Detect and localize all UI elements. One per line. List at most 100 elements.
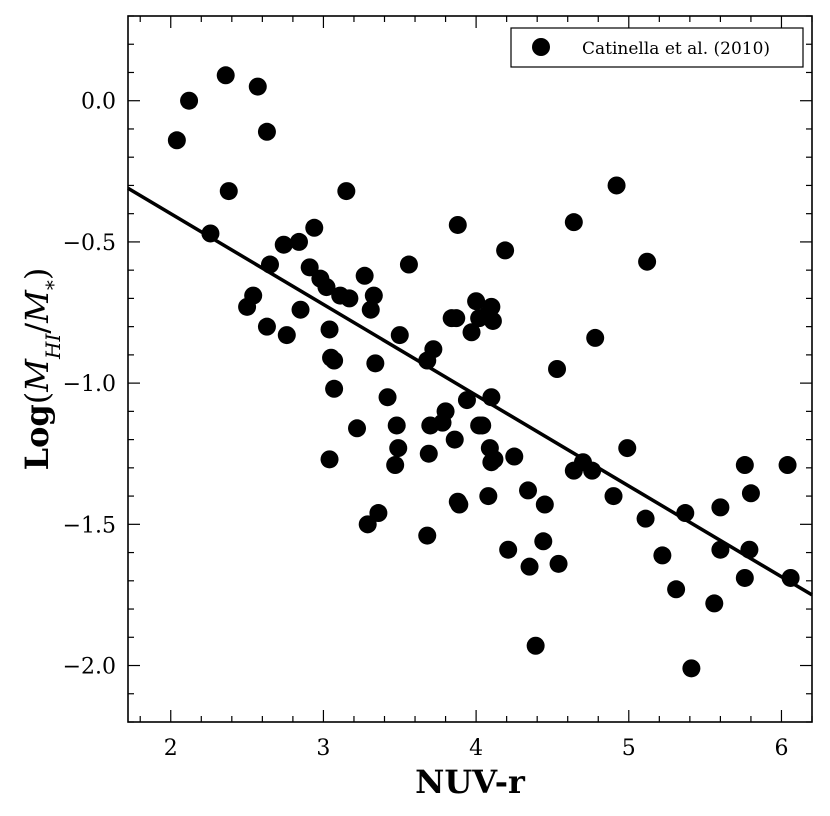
- y-tick-label: −1.5: [63, 513, 116, 538]
- data-point: [705, 594, 724, 613]
- data-point: [320, 450, 339, 469]
- data-point: [378, 388, 397, 407]
- data-point: [340, 289, 359, 308]
- y-tick-labels: 0.0 −0.5 −1.0 −1.5 −2.0: [63, 90, 116, 680]
- data-point: [607, 176, 626, 195]
- fit-line-layer: [127, 186, 813, 597]
- data-point: [305, 218, 324, 237]
- data-point: [520, 557, 539, 576]
- data-point: [300, 258, 319, 277]
- data-point: [535, 495, 554, 514]
- data-point: [260, 255, 279, 274]
- data-point: [366, 354, 385, 373]
- data-point: [483, 311, 502, 330]
- data-point: [482, 388, 501, 407]
- legend-marker: [532, 38, 550, 56]
- y-axis-title-numerator: M: [18, 358, 56, 393]
- data-point: [741, 484, 760, 503]
- data-point: [470, 416, 489, 435]
- data-point: [447, 309, 466, 328]
- data-point: [386, 456, 405, 475]
- data-point: [711, 540, 730, 559]
- data-point: [479, 487, 498, 506]
- data-point: [361, 300, 380, 319]
- axis-ticks: [128, 15, 813, 723]
- x-tick-label: 3: [316, 736, 330, 761]
- data-point: [740, 540, 759, 559]
- data-point: [676, 504, 695, 523]
- data-point: [735, 456, 754, 475]
- data-point: [277, 326, 296, 345]
- data-point: [219, 182, 238, 201]
- data-point: [549, 554, 568, 573]
- data-point: [369, 504, 388, 523]
- y-axis-title-open-paren: (: [18, 392, 56, 404]
- y-tick-label: 0.0: [81, 90, 116, 115]
- x-tick-label: 5: [622, 736, 636, 761]
- data-point: [274, 235, 293, 254]
- y-tick-label: −0.5: [63, 231, 116, 256]
- data-point: [735, 568, 754, 587]
- x-tick-label: 4: [469, 736, 483, 761]
- data-point: [638, 252, 657, 271]
- data-point: [290, 232, 308, 251]
- data-point: [462, 323, 481, 342]
- data-point: [519, 481, 538, 500]
- data-point: [320, 320, 339, 339]
- data-point: [325, 351, 344, 370]
- data-point: [201, 224, 220, 243]
- data-point: [355, 266, 374, 285]
- data-point: [445, 430, 464, 449]
- x-axis-title: NUV-r: [415, 763, 526, 801]
- y-axis-title-close-paren: ): [18, 268, 56, 280]
- legend-box: [510, 27, 804, 68]
- data-point: [618, 439, 637, 458]
- data-point: [390, 326, 409, 345]
- y-tick-label: −2.0: [63, 655, 116, 680]
- data-point: [418, 526, 437, 545]
- data-point: [257, 122, 276, 141]
- data-point: [583, 461, 602, 480]
- data-point: [448, 492, 467, 511]
- data-point: [389, 439, 408, 458]
- data-point: [667, 580, 686, 599]
- data-point: [534, 532, 553, 551]
- data-point: [180, 91, 199, 110]
- data-point: [257, 317, 276, 336]
- data-point: [636, 509, 655, 528]
- data-points: [167, 66, 800, 678]
- y-axis-title-prefix: Log: [18, 404, 56, 470]
- data-point: [499, 540, 518, 559]
- data-point: [781, 568, 800, 587]
- fit-line: [127, 186, 813, 597]
- data-point: [526, 636, 545, 655]
- data-point: [291, 300, 310, 319]
- plot-frame: [127, 15, 813, 723]
- data-point: [778, 456, 797, 475]
- data-point: [482, 453, 501, 472]
- data-point: [467, 292, 486, 311]
- data-point: [317, 278, 336, 297]
- data-point: [653, 546, 672, 565]
- data-point: [364, 286, 383, 305]
- data-point: [337, 182, 356, 201]
- y-axis-title-numerator-sub: HI: [41, 333, 65, 360]
- data-point: [348, 419, 367, 438]
- data-point: [711, 498, 730, 517]
- data-point: [248, 77, 267, 96]
- legend-label: Catinella et al. (2010): [582, 39, 770, 59]
- y-tick-label: −1.0: [63, 372, 116, 397]
- x-tick-label: 2: [164, 736, 178, 761]
- data-point: [399, 255, 418, 274]
- x-tick-labels: 2 3 4 5 6: [164, 736, 789, 761]
- data-point: [325, 379, 344, 398]
- legend: Catinella et al. (2010): [510, 27, 804, 68]
- data-point: [496, 241, 515, 260]
- data-point: [505, 447, 524, 466]
- data-point: [448, 215, 467, 234]
- y-axis-title-denominator: M: [18, 289, 56, 324]
- data-point: [586, 328, 605, 347]
- data-point: [419, 444, 438, 463]
- data-point: [548, 360, 567, 378]
